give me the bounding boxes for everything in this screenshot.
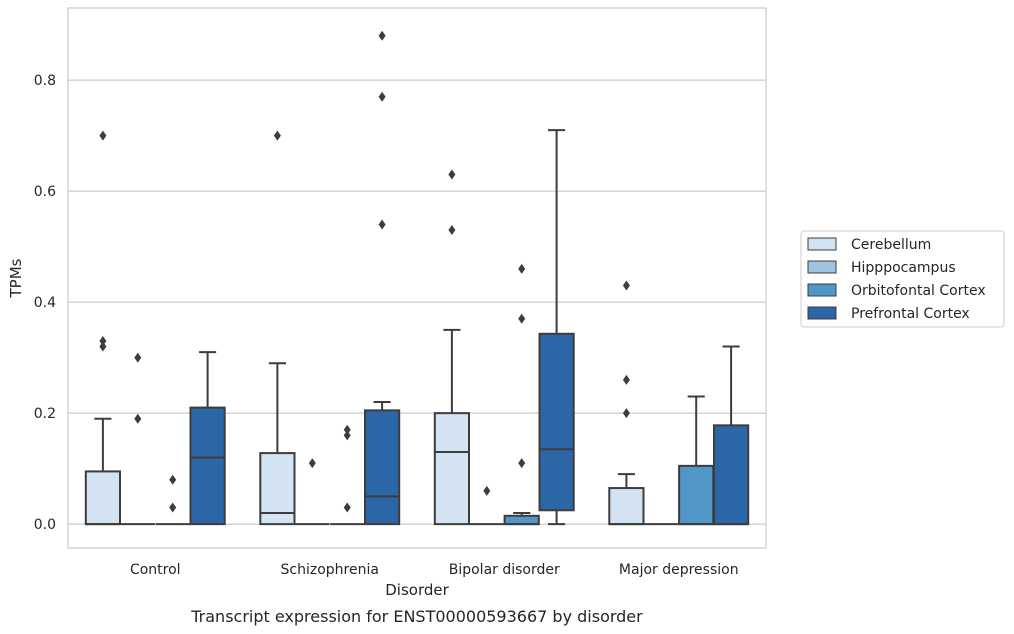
outlier-point — [134, 352, 142, 363]
outlier-point — [378, 219, 386, 230]
outlier-point — [169, 474, 177, 485]
outlier-point — [99, 341, 107, 352]
outlier-point — [448, 169, 456, 180]
outlier-point — [273, 130, 281, 141]
legend-frame — [800, 230, 1005, 328]
box — [678, 464, 715, 526]
outlier-point — [134, 413, 142, 424]
outlier-point — [308, 458, 316, 469]
outlier-point — [99, 335, 107, 346]
legend-swatch — [807, 237, 837, 251]
outlier-point — [518, 263, 526, 274]
box — [608, 487, 645, 526]
plot-frame — [67, 7, 767, 549]
y-tick-label: 0.8 — [34, 73, 56, 89]
box — [84, 470, 122, 526]
plot-area — [68, 8, 766, 548]
outlier-point — [343, 502, 351, 513]
legend-swatch — [807, 283, 837, 297]
y-tick-label: 0.0 — [34, 517, 56, 533]
box-series — [84, 30, 750, 526]
outlier-point — [622, 374, 630, 385]
outlier-point — [518, 458, 526, 469]
outlier-point — [343, 424, 351, 435]
box — [712, 424, 750, 526]
outlier-point — [343, 430, 351, 441]
y-axis-ticks: 0.0 0.2 0.4 0.6 0.8 — [34, 73, 56, 533]
legend-swatch — [807, 260, 837, 274]
box — [363, 409, 401, 526]
y-tick-label: 0.6 — [34, 184, 56, 200]
y-axis-label: TPMs — [7, 258, 25, 298]
box — [503, 514, 540, 526]
legend-label: Hipppocampus — [851, 260, 956, 276]
legend: Cerebellum Hipppocampus Orbitofontal Corte… — [800, 230, 1005, 328]
y-tick-label: 0.4 — [34, 295, 56, 311]
outlier-point — [622, 408, 630, 419]
outlier-point — [483, 485, 491, 496]
outlier-point — [622, 280, 630, 291]
outlier-point — [99, 130, 107, 141]
outlier-point — [378, 91, 386, 102]
outlier-point — [448, 224, 456, 235]
figure-caption: Transcript expression for ENST0000059366… — [190, 607, 643, 626]
legend-swatch — [807, 306, 837, 320]
legend-label: Orbitofontal Cortex — [851, 283, 986, 299]
legend-label: Prefrontal Cortex — [851, 306, 970, 322]
x-tick-label: Major depression — [619, 562, 739, 578]
x-axis-ticks: Control Schizophrenia Bipolar disorder Majo… — [130, 562, 739, 578]
x-axis-label: Disorder — [385, 581, 449, 599]
y-tick-label: 0.2 — [34, 406, 56, 422]
outlier-point — [378, 30, 386, 41]
x-tick-label: Schizophrenia — [281, 562, 379, 578]
box — [433, 412, 471, 526]
x-tick-label: Control — [130, 562, 181, 578]
box — [538, 332, 575, 512]
legend-label: Cerebellum — [851, 237, 931, 253]
box — [189, 406, 226, 526]
outlier-point — [518, 313, 526, 324]
x-tick-label: Bipolar disorder — [449, 562, 560, 578]
outlier-point — [169, 502, 177, 513]
